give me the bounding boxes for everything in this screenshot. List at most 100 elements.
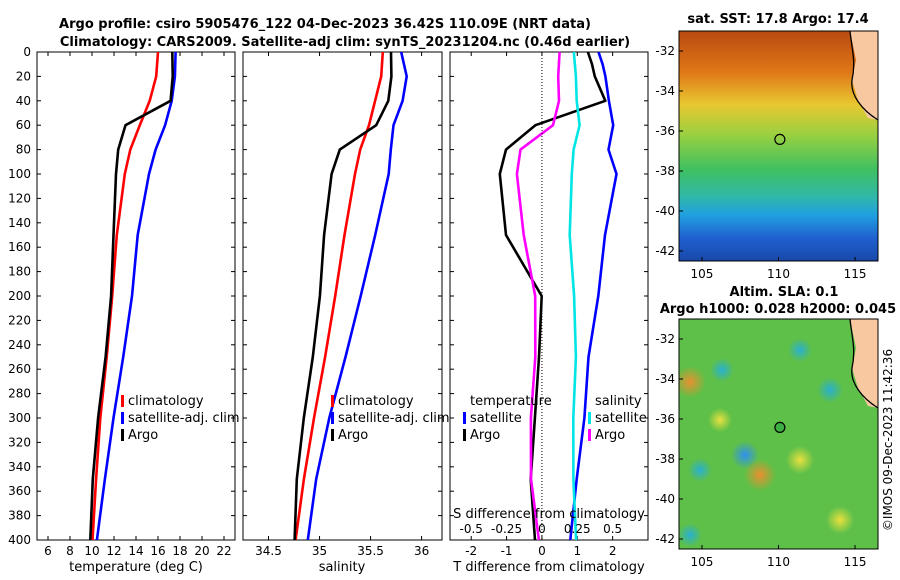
s-tick-label: 0 xyxy=(538,522,546,536)
s-tick-label: -0.25 xyxy=(491,522,522,536)
map-y-tick-label: -42 xyxy=(655,532,675,546)
depth-tick-label: 360 xyxy=(8,484,31,498)
map-y-tick-label: -36 xyxy=(655,124,675,138)
depth-tick-label: 0 xyxy=(23,45,31,59)
series-line-argo xyxy=(293,51,393,541)
depth-tick-label: 60 xyxy=(16,118,31,132)
series-line-satellite-adj-clim xyxy=(306,51,408,541)
sst-map xyxy=(679,31,878,261)
map-x-tick-label: 110 xyxy=(767,555,790,569)
legend-swatch-s-argo xyxy=(588,429,591,441)
depth-tick-label: 260 xyxy=(8,362,31,376)
depth-tick-label: 200 xyxy=(8,289,31,303)
argo-location-marker xyxy=(774,133,786,145)
depth-tick-label: 280 xyxy=(8,387,31,401)
depth-tick-label: 80 xyxy=(16,143,31,157)
coastline xyxy=(849,31,878,121)
legend-label-s-argo: Argo xyxy=(595,428,625,443)
x-tick-label: 16 xyxy=(150,544,165,558)
depth-axis: 0 20 40 60 80 100 120 140 160 180 200 220 240 260 280 3… xyxy=(8,45,648,547)
x-tick-label: -2 xyxy=(465,544,477,558)
legend-title-salinity: salinity xyxy=(595,394,642,409)
legend-swatch-t-satellite xyxy=(463,412,466,424)
depth-tick-label: 20 xyxy=(16,69,31,83)
depth-tick-label: 220 xyxy=(8,313,31,327)
x-tick-label: 35 xyxy=(312,544,327,558)
depth-tick-label: 40 xyxy=(16,94,31,108)
legend-label-climatology: climatology xyxy=(338,394,414,409)
coastline xyxy=(849,319,878,409)
legend-swatch-t-argo xyxy=(463,429,466,441)
series-line-temperature-argo xyxy=(498,51,607,541)
sla-anomaly xyxy=(688,458,712,482)
legend-swatch-satellite xyxy=(121,412,124,424)
legend-label-argo: Argo xyxy=(338,428,368,443)
legend-swatch-satellite xyxy=(331,412,334,424)
x-tick-label: 20 xyxy=(194,544,209,558)
sla-map xyxy=(679,319,878,549)
temperature-panel xyxy=(36,51,236,541)
series-line-argo xyxy=(89,51,174,541)
salinity-xlabel: salinity xyxy=(319,560,366,575)
series-line-salinity-satellite xyxy=(568,51,581,541)
sla-anomaly xyxy=(679,366,706,398)
x-tick-label: 2 xyxy=(609,544,617,558)
title-line-2: Climatology: CARS2009. Satellite-adj cli… xyxy=(60,35,630,50)
series-line-climatology xyxy=(294,51,385,541)
x-tick-label: 6 xyxy=(44,544,52,558)
x-tick-label: 8 xyxy=(66,544,74,558)
legend-label-s-satellite: satellite xyxy=(595,411,647,426)
legend-swatch-s-satellite xyxy=(588,412,591,424)
t-difference-xlabel: T difference from climatology xyxy=(452,560,645,575)
x-tick-label: 0 xyxy=(538,544,546,558)
depth-tick-label: 240 xyxy=(8,338,31,352)
sla-anomaly xyxy=(679,523,702,547)
map-y-tick-label: -34 xyxy=(655,372,675,386)
legend-label-argo: Argo xyxy=(128,428,158,443)
depth-tick-label: 400 xyxy=(8,533,31,547)
sla-anomaly xyxy=(786,446,814,474)
s-tick-label: 0.5 xyxy=(603,522,622,536)
title-line-1: Argo profile: csiro 5905476_122 04-Dec-2… xyxy=(59,17,591,32)
salinity-legend: climatology satellite-adj. clim Argo xyxy=(331,394,450,443)
series-line-satellite-adj-clim xyxy=(95,51,177,541)
x-tick-label: 22 xyxy=(216,544,231,558)
x-tick-label: 12 xyxy=(106,544,121,558)
map-x-tick-label: 115 xyxy=(844,267,867,281)
s-difference-xlabel: S difference from climatology xyxy=(453,507,645,522)
map-y-tick-label: -40 xyxy=(655,492,675,506)
depth-tick-label: 380 xyxy=(8,509,31,523)
legend-label-t-argo: Argo xyxy=(470,428,500,443)
depth-tick-label: 120 xyxy=(8,191,31,205)
land-mass xyxy=(850,31,878,120)
depth-tick-label: 300 xyxy=(8,411,31,425)
x-tick-label: 36 xyxy=(414,544,429,558)
series-line-salinity-argo xyxy=(515,51,561,541)
map-y-tick-label: -38 xyxy=(655,452,675,466)
sla-anomaly xyxy=(744,459,776,491)
difference-legend: temperature satellite Argo salinity sate… xyxy=(463,394,647,443)
legend-swatch-argo xyxy=(331,429,334,441)
sla-anomaly xyxy=(708,408,732,432)
legend-swatch-climatology xyxy=(331,395,334,407)
sla-anomaly xyxy=(788,338,812,362)
depth-tick-label: 100 xyxy=(8,167,31,181)
legend-label-climatology: climatology xyxy=(128,394,204,409)
sst-map-title: sat. SST: 17.8 Argo: 17.4 xyxy=(687,12,868,27)
salinity-plot: 34.5 35 35.5 36 xyxy=(255,51,429,558)
credit-text: ©IMOS 09-Dec-2023 11:42:36 xyxy=(881,349,895,531)
temperature-plot: 6 8 10 12 14 16 18 20 22 xyxy=(44,51,232,558)
x-tick-label: 10 xyxy=(84,544,99,558)
map-y-tick-label: -32 xyxy=(655,44,675,58)
land-mass xyxy=(850,319,878,408)
map-x-tick-label: 115 xyxy=(844,555,867,569)
x-tick-label: 35.5 xyxy=(357,544,384,558)
map-y-tick-label: -40 xyxy=(655,204,675,218)
depth-tick-label: 160 xyxy=(8,240,31,254)
map-y-tick-label: -42 xyxy=(655,244,675,258)
map-y-tick-label: -36 xyxy=(655,412,675,426)
map-x-tick-label: 110 xyxy=(767,267,790,281)
sla-map-axes: 105 110 115 -32 -34 -36 -38 -40 -42 xyxy=(655,332,866,569)
salinity-panel xyxy=(242,51,443,541)
